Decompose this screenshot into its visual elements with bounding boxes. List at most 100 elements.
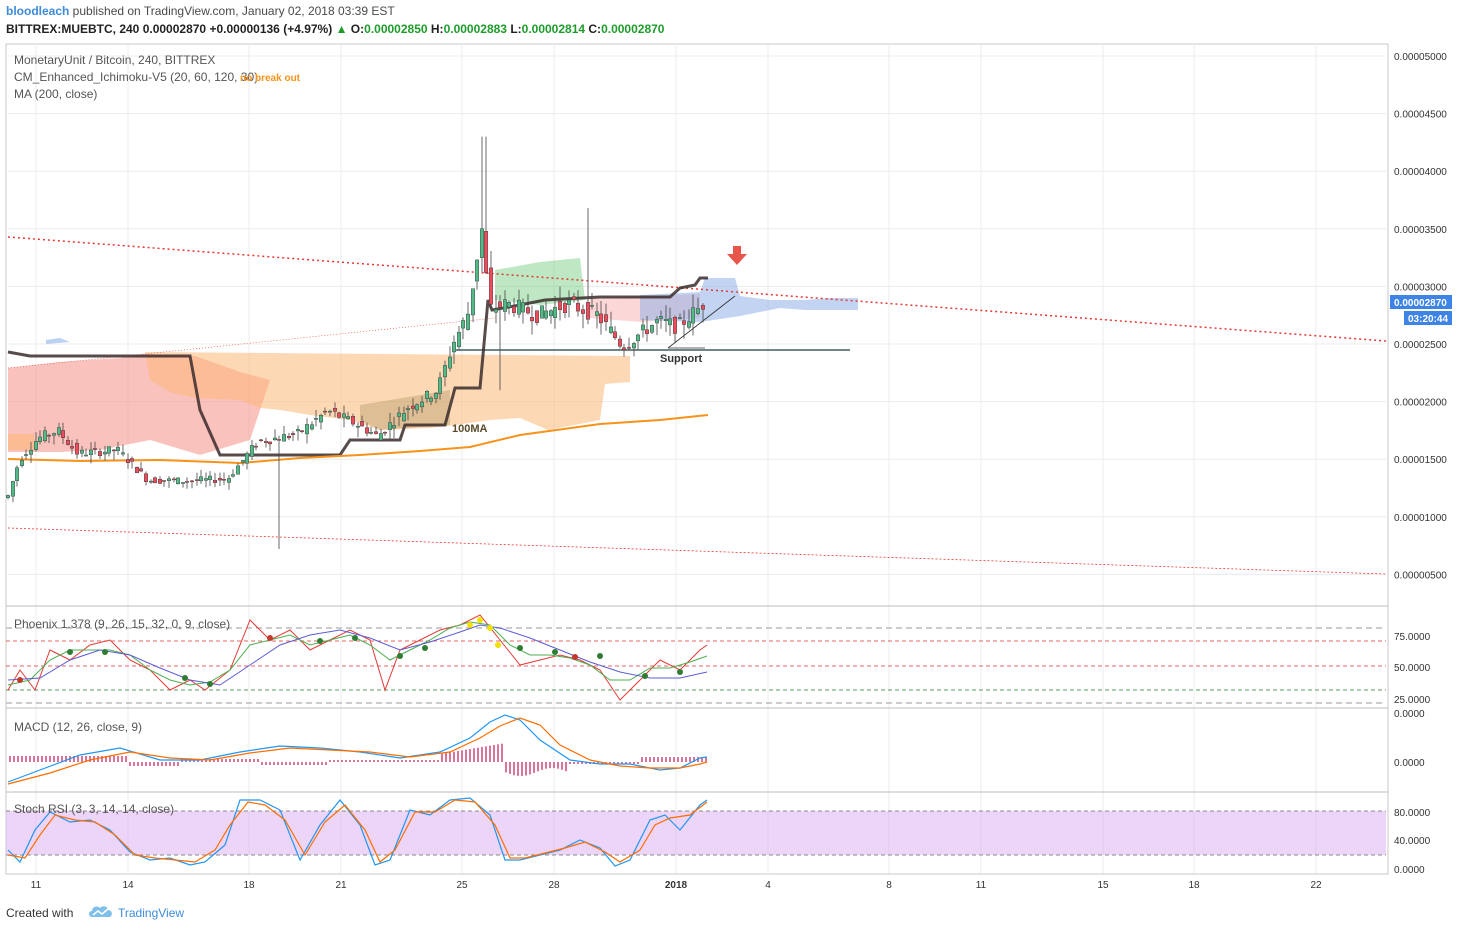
candle-body xyxy=(249,445,254,457)
c-label: C: xyxy=(588,22,602,36)
ohlc-line: BITTREX:MUEBTC, 240 0.00002870 +0.000001… xyxy=(6,22,664,36)
last-price-tag: 0.00002870 03:20:44 xyxy=(1390,295,1452,325)
phoenix-dot xyxy=(67,649,73,655)
candle-body xyxy=(264,441,269,443)
phoenix-dot xyxy=(317,638,323,644)
candle-body xyxy=(535,310,540,323)
legend-overlay-note: no break out xyxy=(240,73,301,84)
candle-body xyxy=(517,299,522,315)
candle-body xyxy=(489,267,494,305)
candle-body xyxy=(14,467,19,481)
candle-body xyxy=(115,447,120,451)
candle-body xyxy=(203,478,208,481)
candle-body xyxy=(360,421,365,427)
candle-body xyxy=(498,301,503,308)
candle-body xyxy=(198,476,203,482)
candle-body xyxy=(480,228,485,258)
time-tick-label: 8 xyxy=(886,880,892,891)
phoenix-dot xyxy=(642,673,648,679)
candle-body xyxy=(300,430,305,432)
time-tick-label: 15 xyxy=(1097,880,1109,891)
o-value: 0.00002850 xyxy=(364,22,428,36)
l-value: 0.00002814 xyxy=(521,22,586,36)
candle-body xyxy=(314,418,319,420)
footer: Created with TradingView xyxy=(0,896,1463,931)
candle-body xyxy=(397,412,402,417)
candle-body xyxy=(253,445,258,448)
oscillator-axes: 75.0000 50.0000 25.0000 0.0000 0.0000 80… xyxy=(1394,632,1431,876)
candle-body xyxy=(613,331,618,339)
candle-body xyxy=(111,449,116,452)
support-label: Support xyxy=(660,353,702,365)
l-label: L: xyxy=(510,22,522,36)
cloud-blue-left xyxy=(46,338,70,344)
candle-body xyxy=(627,347,632,349)
phoenix-dot xyxy=(487,625,493,631)
time-tick-label: 11 xyxy=(31,880,42,891)
candle-body xyxy=(618,338,623,347)
candle-body xyxy=(484,231,489,273)
candle-body xyxy=(69,446,74,449)
candle-body xyxy=(590,305,595,307)
last-price: 0.00002870 xyxy=(142,22,207,36)
price-axis[interactable]: 0.00005000 0.00004500 0.00004000 0.00003500… xyxy=(1394,52,1447,581)
candle-body xyxy=(180,482,185,484)
candle-body xyxy=(161,480,166,482)
candle-body xyxy=(645,329,650,334)
tradingview-brand-link[interactable]: TradingView xyxy=(118,906,185,920)
time-axis[interactable]: 11 14 18 21 25 28 2018 4 8 11 15 18 22 xyxy=(31,880,1322,891)
candle-body xyxy=(429,397,434,402)
phoenix-dot xyxy=(422,645,428,651)
candle-body xyxy=(226,478,231,483)
candle-body xyxy=(88,449,93,455)
price-tick-label: 0.00003500 xyxy=(1394,225,1447,236)
candle-body xyxy=(553,307,558,318)
lower-channel-line xyxy=(7,527,1387,575)
candle-body xyxy=(79,449,84,454)
macd-tick-zero: 0.0000 xyxy=(1394,758,1425,769)
time-tick-label: 2018 xyxy=(665,880,688,891)
candle-body xyxy=(47,434,52,437)
candles xyxy=(5,136,706,550)
candle-body xyxy=(682,320,687,325)
stoch-tick-40: 40.0000 xyxy=(1394,836,1431,847)
candle-body xyxy=(346,416,351,419)
author-link[interactable]: bloodleach xyxy=(6,4,70,18)
candle-body xyxy=(650,325,655,333)
stoch-title: Stoch RSI (3, 3, 14, 14, close) xyxy=(14,802,174,816)
candle-body xyxy=(507,301,512,308)
candle-body xyxy=(406,408,411,411)
candle-body xyxy=(526,307,531,314)
chart-canvas[interactable]: Support 100MA MonetaryUnit / Bitcoin, 24… xyxy=(0,42,1463,896)
candle-body xyxy=(310,424,315,430)
candle-body xyxy=(34,441,39,450)
legend-ichimoku: CM_Enhanced_Ichimoku-V5 (20, 60, 120, 30… xyxy=(14,70,258,84)
candle-body xyxy=(411,405,416,409)
candle-body xyxy=(586,302,591,320)
candle-body xyxy=(323,410,328,413)
candle-body xyxy=(328,410,333,413)
candle-body xyxy=(38,436,43,442)
candle-body xyxy=(217,478,222,481)
candle-body xyxy=(97,451,102,457)
candle-body xyxy=(461,320,466,329)
stoch-k-line xyxy=(7,797,708,867)
grid-lines xyxy=(6,44,1386,874)
rising-dotted-line xyxy=(7,317,496,369)
candle-body xyxy=(148,480,153,483)
phoenix-dot xyxy=(597,653,603,659)
candle-body xyxy=(296,429,301,432)
price-tick-label: 0.00004000 xyxy=(1394,167,1447,178)
phoenix-dot xyxy=(352,635,358,641)
candle-body xyxy=(457,332,462,348)
candle-body xyxy=(641,324,646,331)
candle-body xyxy=(351,416,356,425)
candle-body xyxy=(701,305,706,310)
phoenix-tick-50: 50.0000 xyxy=(1394,663,1431,674)
price-tick-label: 0.00000500 xyxy=(1394,570,1447,581)
candle-body xyxy=(632,343,637,349)
created-with-text: Created with xyxy=(6,906,74,920)
candle-body xyxy=(664,319,669,321)
candle-body xyxy=(558,300,563,311)
candle-body xyxy=(452,341,457,353)
